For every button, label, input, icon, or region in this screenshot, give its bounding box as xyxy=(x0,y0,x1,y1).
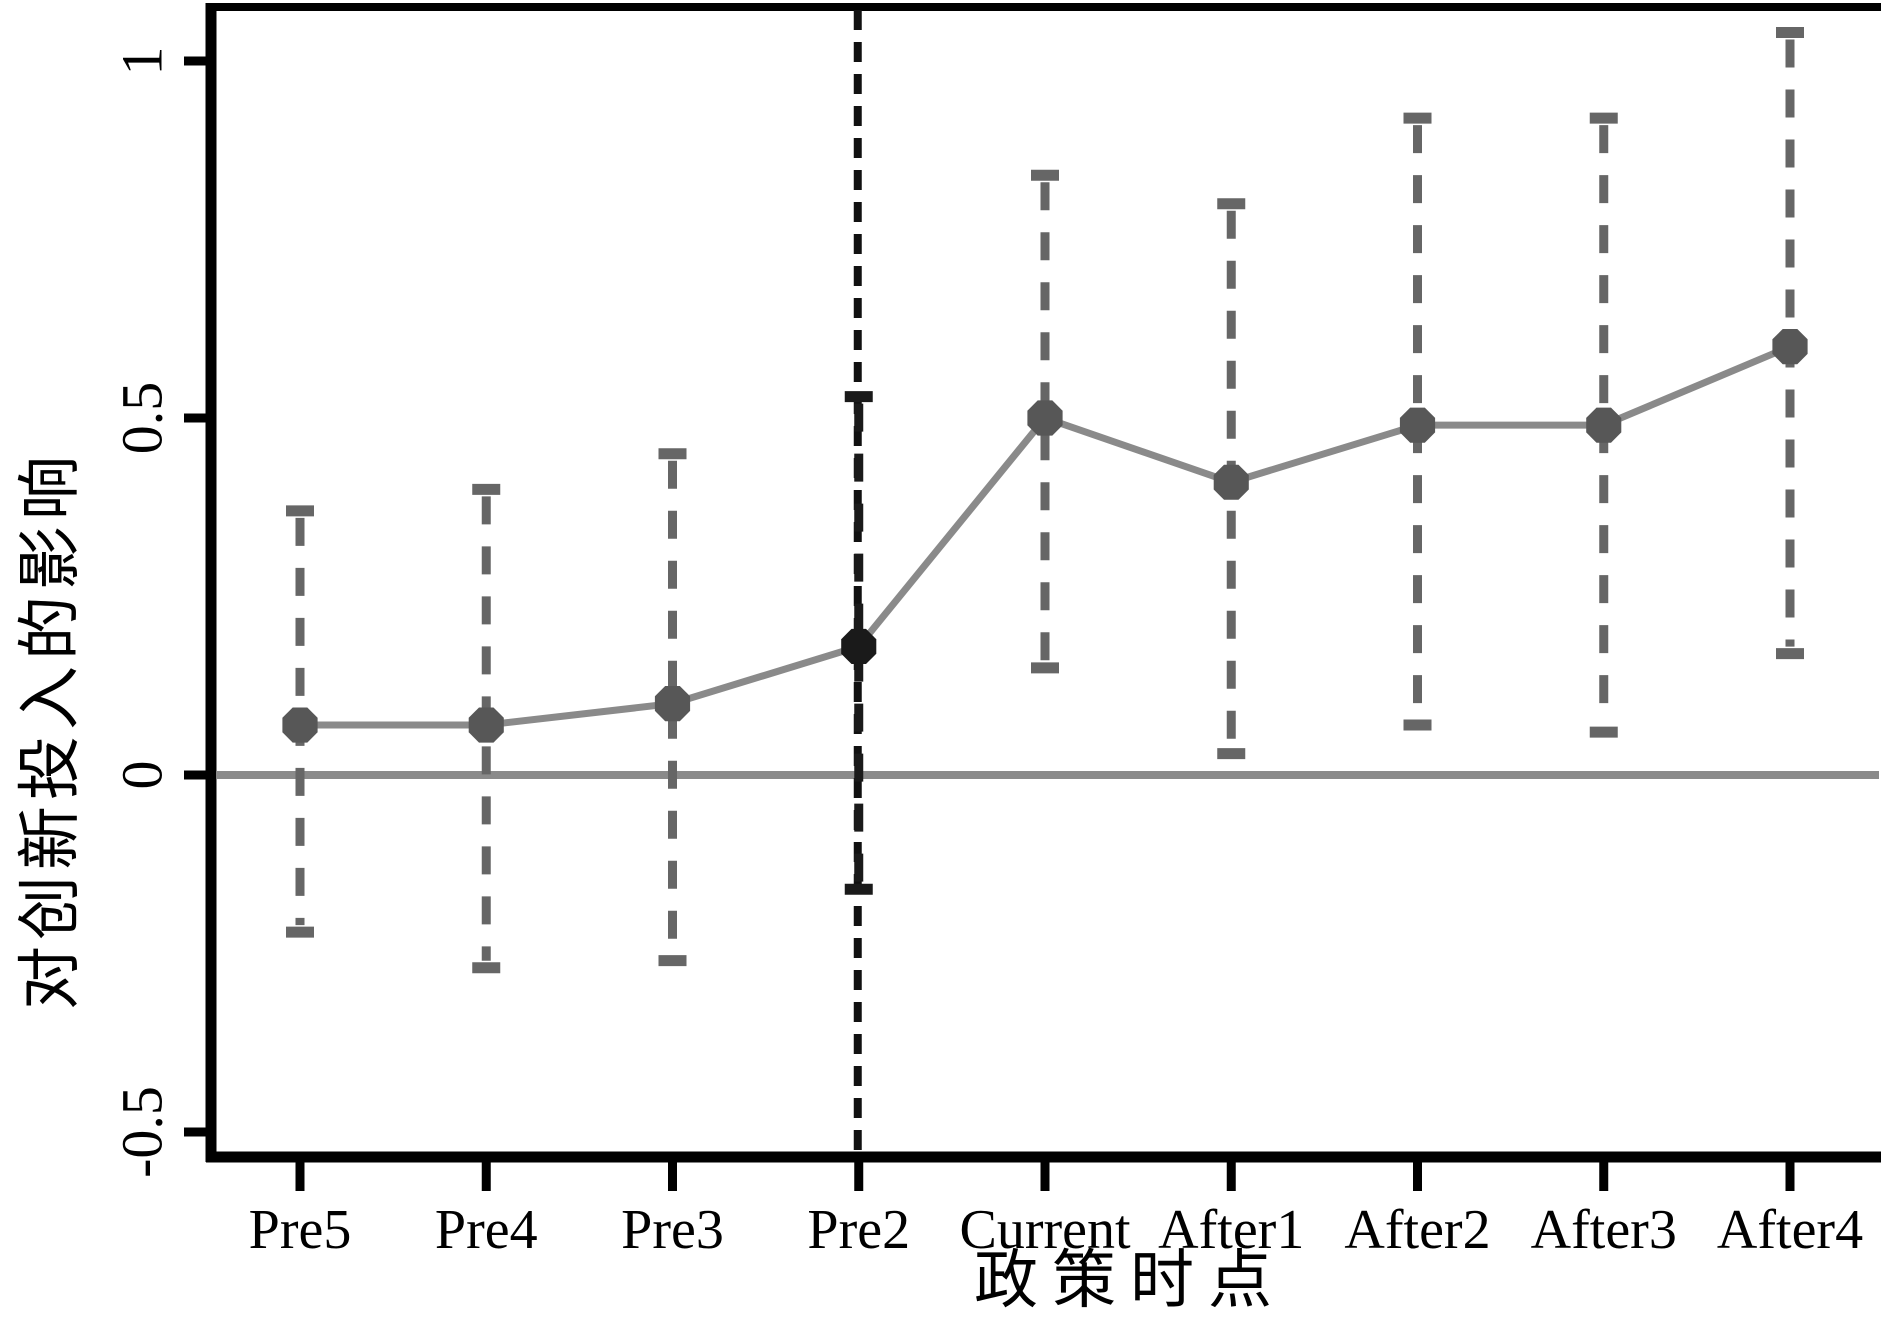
y-tick-label: -0.5 xyxy=(109,1086,174,1178)
marker-after4 xyxy=(1772,329,1808,365)
x-tick-label-pre3: Pre3 xyxy=(621,1199,724,1261)
y-axis-title: 对创新投入的影响 xyxy=(15,450,86,1010)
marker-pre4 xyxy=(468,707,504,743)
x-tick-label-current: Current xyxy=(959,1199,1131,1261)
confidence-interval-layer xyxy=(286,26,1804,974)
ci-current xyxy=(1031,169,1059,674)
y-tick-label: 0 xyxy=(109,761,174,790)
marker-after2 xyxy=(1399,407,1436,443)
ci-pre3 xyxy=(658,448,687,967)
x-axis-ticks: Pre5 Pre4 Pre3 Pre2 Current After1 After2 After… xyxy=(249,1157,1863,1261)
marker-after3 xyxy=(1586,407,1622,443)
y-tick-label: 0.5 xyxy=(109,382,174,455)
marker-layer xyxy=(282,329,1808,743)
x-axis-title: 政策时点 xyxy=(974,1245,1286,1316)
marker-after1 xyxy=(1213,464,1249,500)
x-tick-label-after3: After3 xyxy=(1531,1199,1677,1261)
marker-pre5 xyxy=(282,707,318,743)
x-tick-label-after4: After4 xyxy=(1717,1199,1863,1261)
ci-pre4 xyxy=(472,483,501,974)
x-tick-label-pre5: Pre5 xyxy=(249,1199,352,1261)
x-tick-label-after2: After2 xyxy=(1344,1199,1490,1261)
ci-after2 xyxy=(1403,112,1432,731)
y-axis-ticks: 1 0.5 0 -0.5 xyxy=(109,47,211,1178)
y-tick-label: 1 xyxy=(109,47,174,76)
x-tick-label-pre2: Pre2 xyxy=(807,1199,910,1261)
ci-pre2 xyxy=(844,391,873,895)
marker-pre2 xyxy=(841,628,877,664)
marker-current xyxy=(1027,400,1063,436)
marker-pre3 xyxy=(654,686,691,722)
x-tick-label-after1: After1 xyxy=(1158,1199,1304,1261)
x-tick-label-pre4: Pre4 xyxy=(435,1199,538,1261)
